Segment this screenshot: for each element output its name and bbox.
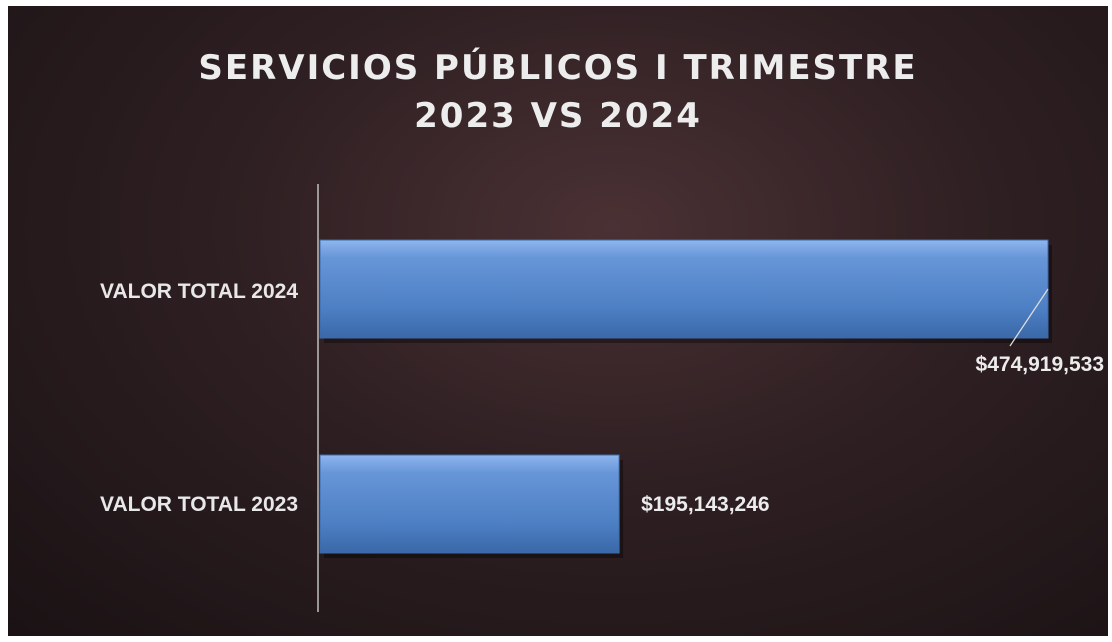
value-label-2024: $474,919,533: [976, 353, 1104, 376]
chart-title-line-1: SERVICIOS PÚBLICOS I TRIMESTRE: [198, 48, 918, 88]
chart-area: SERVICIOS PÚBLICOS I TRIMESTRE 2023 VS 2…: [8, 6, 1108, 636]
bars-group: [319, 239, 1052, 558]
value-leader-line-2024: [1009, 288, 1049, 347]
bar-plot: VALOR TOTAL 2024 VALOR TOTAL 2023 $474,9…: [100, 184, 1104, 612]
category-row-2023: VALOR TOTAL 2023: [100, 493, 298, 516]
chart-title-line-2: 2023 VS 2024: [414, 96, 702, 136]
category-row-2024: VALOR TOTAL 2024: [100, 280, 298, 303]
bar-2023: [319, 454, 620, 554]
category-label-2024: VALOR TOTAL 2024: [100, 280, 298, 303]
category-label-2023: VALOR TOTAL 2023: [100, 493, 298, 516]
bar-2024: [319, 239, 1049, 339]
value-label-2023: $195,143,246: [641, 493, 769, 516]
chart-title: SERVICIOS PÚBLICOS I TRIMESTRE 2023 VS 2…: [8, 44, 1108, 140]
